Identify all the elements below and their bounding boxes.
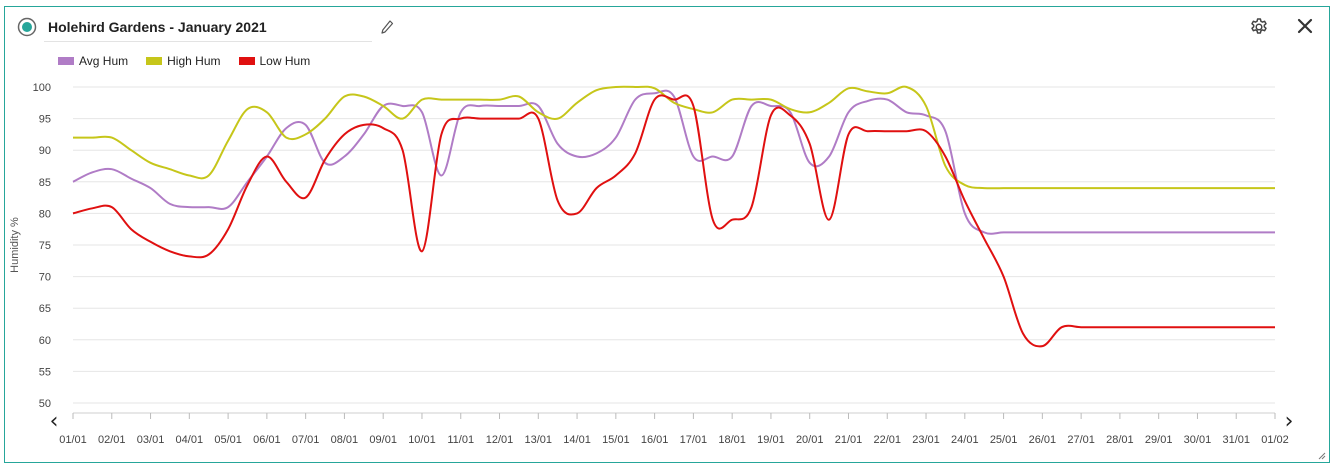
y-tick-label: 60 bbox=[39, 335, 51, 347]
x-tick-label: 06/01 bbox=[253, 434, 281, 446]
title-underline bbox=[44, 41, 372, 42]
x-tick-label: 01/02 bbox=[1261, 434, 1289, 446]
x-tick-label: 18/01 bbox=[718, 434, 746, 446]
x-tick-label: 03/01 bbox=[137, 434, 165, 446]
y-tick-label: 85 bbox=[39, 177, 51, 189]
x-tick-label: 02/01 bbox=[98, 434, 126, 446]
legend-label: Avg Hum bbox=[79, 54, 129, 68]
y-tick-label: 90 bbox=[39, 145, 51, 157]
x-tick-label: 09/01 bbox=[369, 434, 397, 446]
x-tick-label: 24/01 bbox=[951, 434, 979, 446]
legend-swatch bbox=[146, 57, 163, 65]
y-tick-label: 80 bbox=[39, 208, 51, 220]
close-icon[interactable] bbox=[1296, 17, 1314, 35]
x-tick-label: 08/01 bbox=[331, 434, 359, 446]
x-tick-label: 10/01 bbox=[408, 434, 436, 446]
prev-arrow[interactable]: ‹ bbox=[50, 409, 59, 434]
x-tick-label: 22/01 bbox=[873, 434, 901, 446]
x-tick-label: 13/01 bbox=[525, 434, 553, 446]
radio-selected-icon[interactable] bbox=[17, 17, 37, 37]
x-tick-label: 20/01 bbox=[796, 434, 824, 446]
series-line-high-hum[interactable] bbox=[73, 85, 1275, 190]
pencil-icon[interactable] bbox=[380, 19, 394, 35]
x-tick-label: 23/01 bbox=[912, 434, 940, 446]
y-axis-label: Humidity % bbox=[9, 217, 21, 273]
y-tick-label: 55 bbox=[39, 366, 51, 378]
x-tick-label: 27/01 bbox=[1067, 434, 1095, 446]
legend-item-low-hum[interactable]: Low Hum bbox=[238, 54, 311, 68]
y-tick-labels: 50 55 60 65 70 75 80 85 90 95 100 bbox=[33, 82, 51, 410]
x-tick-label: 30/01 bbox=[1184, 434, 1212, 446]
x-tick-label: 19/01 bbox=[757, 434, 785, 446]
x-tick-labels: 01/01 02/01 03/01 04/01 05/01 06/01 07/01 08/01… bbox=[59, 413, 1289, 446]
x-tick-label: 31/01 bbox=[1222, 434, 1250, 446]
legend-label: High Hum bbox=[167, 54, 221, 68]
x-tick-label: 25/01 bbox=[990, 434, 1018, 446]
grid-lines bbox=[73, 86, 1275, 414]
x-tick-label: 11/01 bbox=[447, 434, 474, 446]
x-tick-label: 05/01 bbox=[214, 434, 242, 446]
y-tick-label: 75 bbox=[39, 240, 51, 252]
x-tick-label: 21/01 bbox=[835, 434, 863, 446]
legend-swatch bbox=[238, 57, 255, 65]
series-lines bbox=[72, 85, 1275, 348]
series-line-low-hum[interactable] bbox=[72, 94, 1275, 348]
x-tick-label: 28/01 bbox=[1106, 434, 1134, 446]
x-tick-label: 17/01 bbox=[680, 434, 708, 446]
legend-swatch bbox=[58, 57, 74, 65]
x-tick-label: 15/01 bbox=[602, 434, 630, 446]
y-tick-label: 65 bbox=[39, 303, 51, 315]
x-tick-label: 04/01 bbox=[176, 434, 204, 446]
series-line-avg-hum[interactable] bbox=[72, 89, 1275, 235]
x-tick-label: 12/01 bbox=[486, 434, 514, 446]
gear-icon[interactable] bbox=[1249, 17, 1269, 37]
resize-handle-icon[interactable] bbox=[1316, 450, 1326, 460]
chart-title[interactable]: Holehird Gardens - January 2021 bbox=[48, 19, 267, 35]
chart-legend: Avg Hum High Hum Low Hum bbox=[58, 53, 328, 69]
y-tick-label: 95 bbox=[39, 114, 51, 126]
x-tick-label: 01/01 bbox=[59, 434, 87, 446]
x-tick-label: 29/01 bbox=[1145, 434, 1173, 446]
y-tick-label: 50 bbox=[39, 398, 51, 410]
x-tick-label: 07/01 bbox=[292, 434, 320, 446]
x-tick-label: 16/01 bbox=[641, 434, 669, 446]
next-arrow[interactable]: › bbox=[1285, 409, 1294, 434]
legend-label: Low Hum bbox=[259, 54, 311, 68]
x-tick-label: 26/01 bbox=[1029, 434, 1057, 446]
y-tick-label: 70 bbox=[39, 272, 51, 284]
y-tick-label: 100 bbox=[33, 82, 51, 94]
legend-item-high-hum[interactable]: High Hum bbox=[146, 54, 221, 68]
x-tick-label: 14/01 bbox=[563, 434, 591, 446]
legend-item-avg-hum[interactable]: Avg Hum bbox=[58, 54, 128, 68]
